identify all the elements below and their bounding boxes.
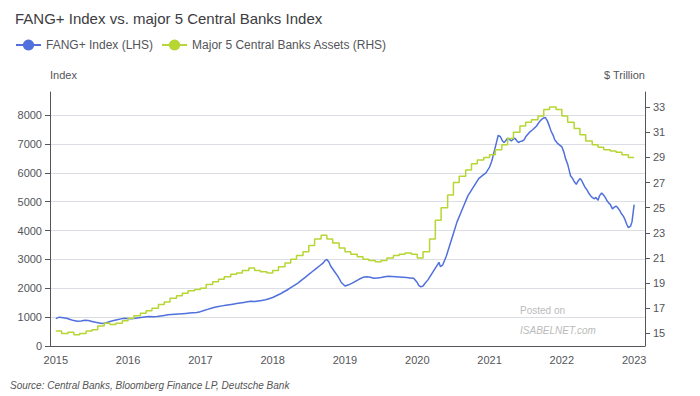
svg-text:33: 33 (653, 101, 665, 113)
svg-text:31: 31 (653, 126, 665, 138)
svg-text:6000: 6000 (18, 167, 42, 179)
svg-text:2000: 2000 (18, 282, 42, 294)
svg-text:1000: 1000 (18, 311, 42, 323)
svg-text:27: 27 (653, 177, 665, 189)
svg-text:2021: 2021 (477, 354, 501, 366)
svg-text:3000: 3000 (18, 253, 42, 265)
svg-text:5000: 5000 (18, 196, 42, 208)
svg-text:2016: 2016 (116, 354, 140, 366)
svg-text:8000: 8000 (18, 109, 42, 121)
svg-text:19: 19 (653, 277, 665, 289)
svg-text:0: 0 (36, 340, 42, 352)
svg-text:Source: Central Banks, Bloombe: Source: Central Banks, Bloomberg Finance… (10, 380, 290, 391)
svg-text:15: 15 (653, 327, 665, 339)
svg-text:23: 23 (653, 227, 665, 239)
svg-text:7000: 7000 (18, 138, 42, 150)
svg-text:25: 25 (653, 202, 665, 214)
svg-text:2015: 2015 (44, 354, 68, 366)
svg-text:2023: 2023 (622, 354, 646, 366)
svg-text:ISABELNET.com: ISABELNET.com (520, 325, 596, 336)
svg-text:2019: 2019 (333, 354, 357, 366)
svg-text:2020: 2020 (405, 354, 429, 366)
svg-text:2022: 2022 (550, 354, 574, 366)
svg-text:4000: 4000 (18, 225, 42, 237)
svg-text:Index: Index (50, 69, 77, 81)
svg-text:FANG+ Index (LHS): FANG+ Index (LHS) (46, 38, 153, 52)
svg-text:17: 17 (653, 302, 665, 314)
svg-text:2018: 2018 (260, 354, 284, 366)
svg-text:21: 21 (653, 252, 665, 264)
svg-text:29: 29 (653, 151, 665, 163)
svg-text:2017: 2017 (188, 354, 212, 366)
svg-text:Posted on: Posted on (520, 305, 565, 316)
svg-text:$ Trillion: $ Trillion (604, 69, 645, 81)
svg-text:FANG+ Index vs. major 5 Centra: FANG+ Index vs. major 5 Central Banks In… (15, 10, 323, 27)
svg-text:Major 5 Central Banks Assets (: Major 5 Central Banks Assets (RHS) (192, 38, 386, 52)
